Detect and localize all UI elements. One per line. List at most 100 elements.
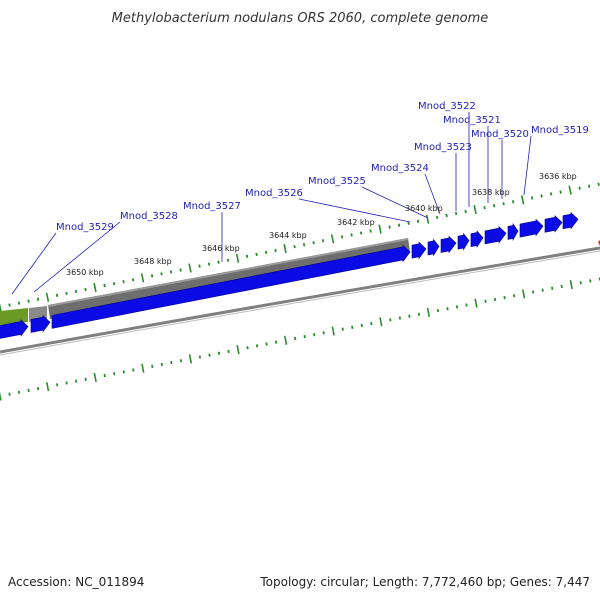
ruler-tick-minor: [407, 221, 410, 225]
gene-arrow[interactable]: [470, 230, 484, 248]
ruler-tick-minor: [560, 284, 563, 289]
gene-arrow[interactable]: [544, 215, 563, 233]
gene-label-mnod-3525[interactable]: Mnod_3525: [308, 176, 366, 187]
ruler-tick-major: [45, 382, 50, 392]
gene-arrow[interactable]: [562, 211, 579, 230]
ruler-tick-minor: [370, 321, 373, 326]
tick-label-3636: 3636 kbp: [539, 172, 577, 181]
gene-label-mnod-3524[interactable]: Mnod_3524: [371, 163, 429, 174]
accession-text: Accession: NC_011894: [8, 575, 144, 589]
gene-label-leader: [33, 221, 121, 293]
gene-label-mnod-3528[interactable]: Mnod_3528: [120, 211, 178, 222]
gene-arrow[interactable]: [30, 314, 51, 333]
ruler-tick-minor: [436, 308, 440, 313]
gene-arrow[interactable]: [427, 238, 440, 257]
gene-label-leader: [11, 232, 57, 295]
ticks-upper-ruler: [0, 182, 600, 312]
ruler-tick-minor: [226, 258, 230, 262]
ruler-tick-minor: [217, 351, 221, 355]
ruler-tick-major: [568, 185, 572, 195]
ruler-tick-minor: [151, 364, 154, 368]
gene-arrow[interactable]: [519, 218, 544, 238]
ruler-tick-minor: [340, 235, 344, 239]
ruler-tick-minor: [27, 299, 30, 303]
ruler-tick-minor: [397, 223, 401, 227]
ruler-tick-minor: [179, 268, 182, 272]
ticks-lower-ruler: [0, 277, 600, 401]
gene-arrow[interactable]: [440, 235, 457, 254]
gene-label-mnod-3521[interactable]: Mnod_3521: [443, 115, 501, 126]
gene-label-mnod-3520[interactable]: Mnod_3520: [471, 129, 529, 140]
ruler-tick-major: [45, 292, 50, 302]
ruler-tick-major: [0, 391, 2, 401]
ruler-tick-minor: [122, 280, 125, 284]
genome-backbone: [0, 246, 600, 354]
ruler-tick-minor: [103, 373, 106, 378]
ruler-tick-major: [474, 298, 478, 308]
ruler-tick-minor: [503, 295, 506, 300]
ruler-tick-major: [236, 345, 240, 355]
ruler-tick-minor: [122, 370, 125, 374]
ruler-tick-minor: [8, 303, 11, 307]
ruler-tick-minor: [274, 340, 278, 344]
ruler-tick-major: [520, 195, 525, 205]
ruler-tick-major: [0, 303, 2, 312]
gene-track: [0, 211, 579, 339]
ruler-tick-major: [141, 363, 145, 373]
ruler-tick-minor: [321, 239, 325, 243]
ruler-tick-minor: [84, 287, 87, 292]
ruler-tick-minor: [255, 344, 259, 348]
ruler-tick-minor: [587, 184, 591, 188]
ruler-tick-minor: [17, 390, 21, 394]
ruler-tick-minor: [579, 281, 582, 285]
ruler-tick-minor: [274, 248, 277, 253]
ruler-tick-major: [235, 253, 240, 263]
gene-arrow[interactable]: [51, 244, 411, 329]
gene-label-mnod-3519[interactable]: Mnod_3519: [531, 125, 589, 136]
gene-label-leaders: [11, 112, 532, 295]
ruler-tick-major: [93, 372, 97, 383]
gene-label-mnod-3522[interactable]: Mnod_3522: [418, 101, 476, 112]
ruler-tick-minor: [455, 305, 459, 309]
ruler-tick-minor: [36, 297, 40, 301]
ruler-tick-minor: [551, 286, 554, 290]
ruler-tick-minor: [293, 336, 297, 341]
ruler-tick-minor: [74, 379, 78, 383]
ruler-tick-minor: [132, 368, 135, 372]
ruler-tick-minor: [369, 229, 372, 233]
ruler-tick-minor: [131, 278, 135, 282]
gene-arrow[interactable]: [507, 223, 519, 242]
gene-label-leader: [523, 135, 532, 196]
gene-arrow[interactable]: [484, 225, 507, 245]
ruler-tick-minor: [464, 209, 467, 214]
ruler-tick-minor: [160, 362, 164, 367]
ruler-tick-minor: [341, 327, 344, 331]
gene-arrow[interactable]: [457, 232, 470, 251]
ruler-tick-minor: [531, 290, 535, 294]
ruler-tick-minor: [245, 254, 249, 259]
ruler-tick-major: [425, 214, 430, 224]
gene-label-mnod-3523[interactable]: Mnod_3523: [414, 142, 472, 153]
ruler-tick-minor: [246, 346, 249, 350]
ruler-tick-minor: [303, 334, 306, 339]
ruler-tick-minor: [198, 264, 201, 268]
ruler-tick-minor: [359, 231, 363, 235]
gene-label-mnod-3529[interactable]: Mnod_3529: [56, 222, 114, 233]
gene-arrow[interactable]: [0, 319, 29, 339]
ruler-tick-minor: [265, 342, 268, 346]
gene-label-mnod-3527[interactable]: Mnod_3527: [183, 201, 241, 212]
ruler-tick-minor: [103, 283, 106, 288]
ruler-tick-minor: [530, 196, 534, 200]
tick-label-3638: 3638 kbp: [472, 188, 510, 197]
gene-arrow[interactable]: [411, 241, 427, 260]
ruler-tick-minor: [435, 215, 439, 220]
ruler-tick-minor: [8, 392, 11, 396]
ruler-tick-minor: [465, 303, 468, 307]
ruler-tick-minor: [217, 260, 220, 264]
ruler-tick-minor: [198, 355, 202, 359]
ruler-tick-minor: [170, 360, 173, 365]
ruler-tick-major: [140, 273, 145, 283]
ruler-tick-major: [283, 243, 287, 254]
gene-label-mnod-3526[interactable]: Mnod_3526: [245, 188, 303, 199]
